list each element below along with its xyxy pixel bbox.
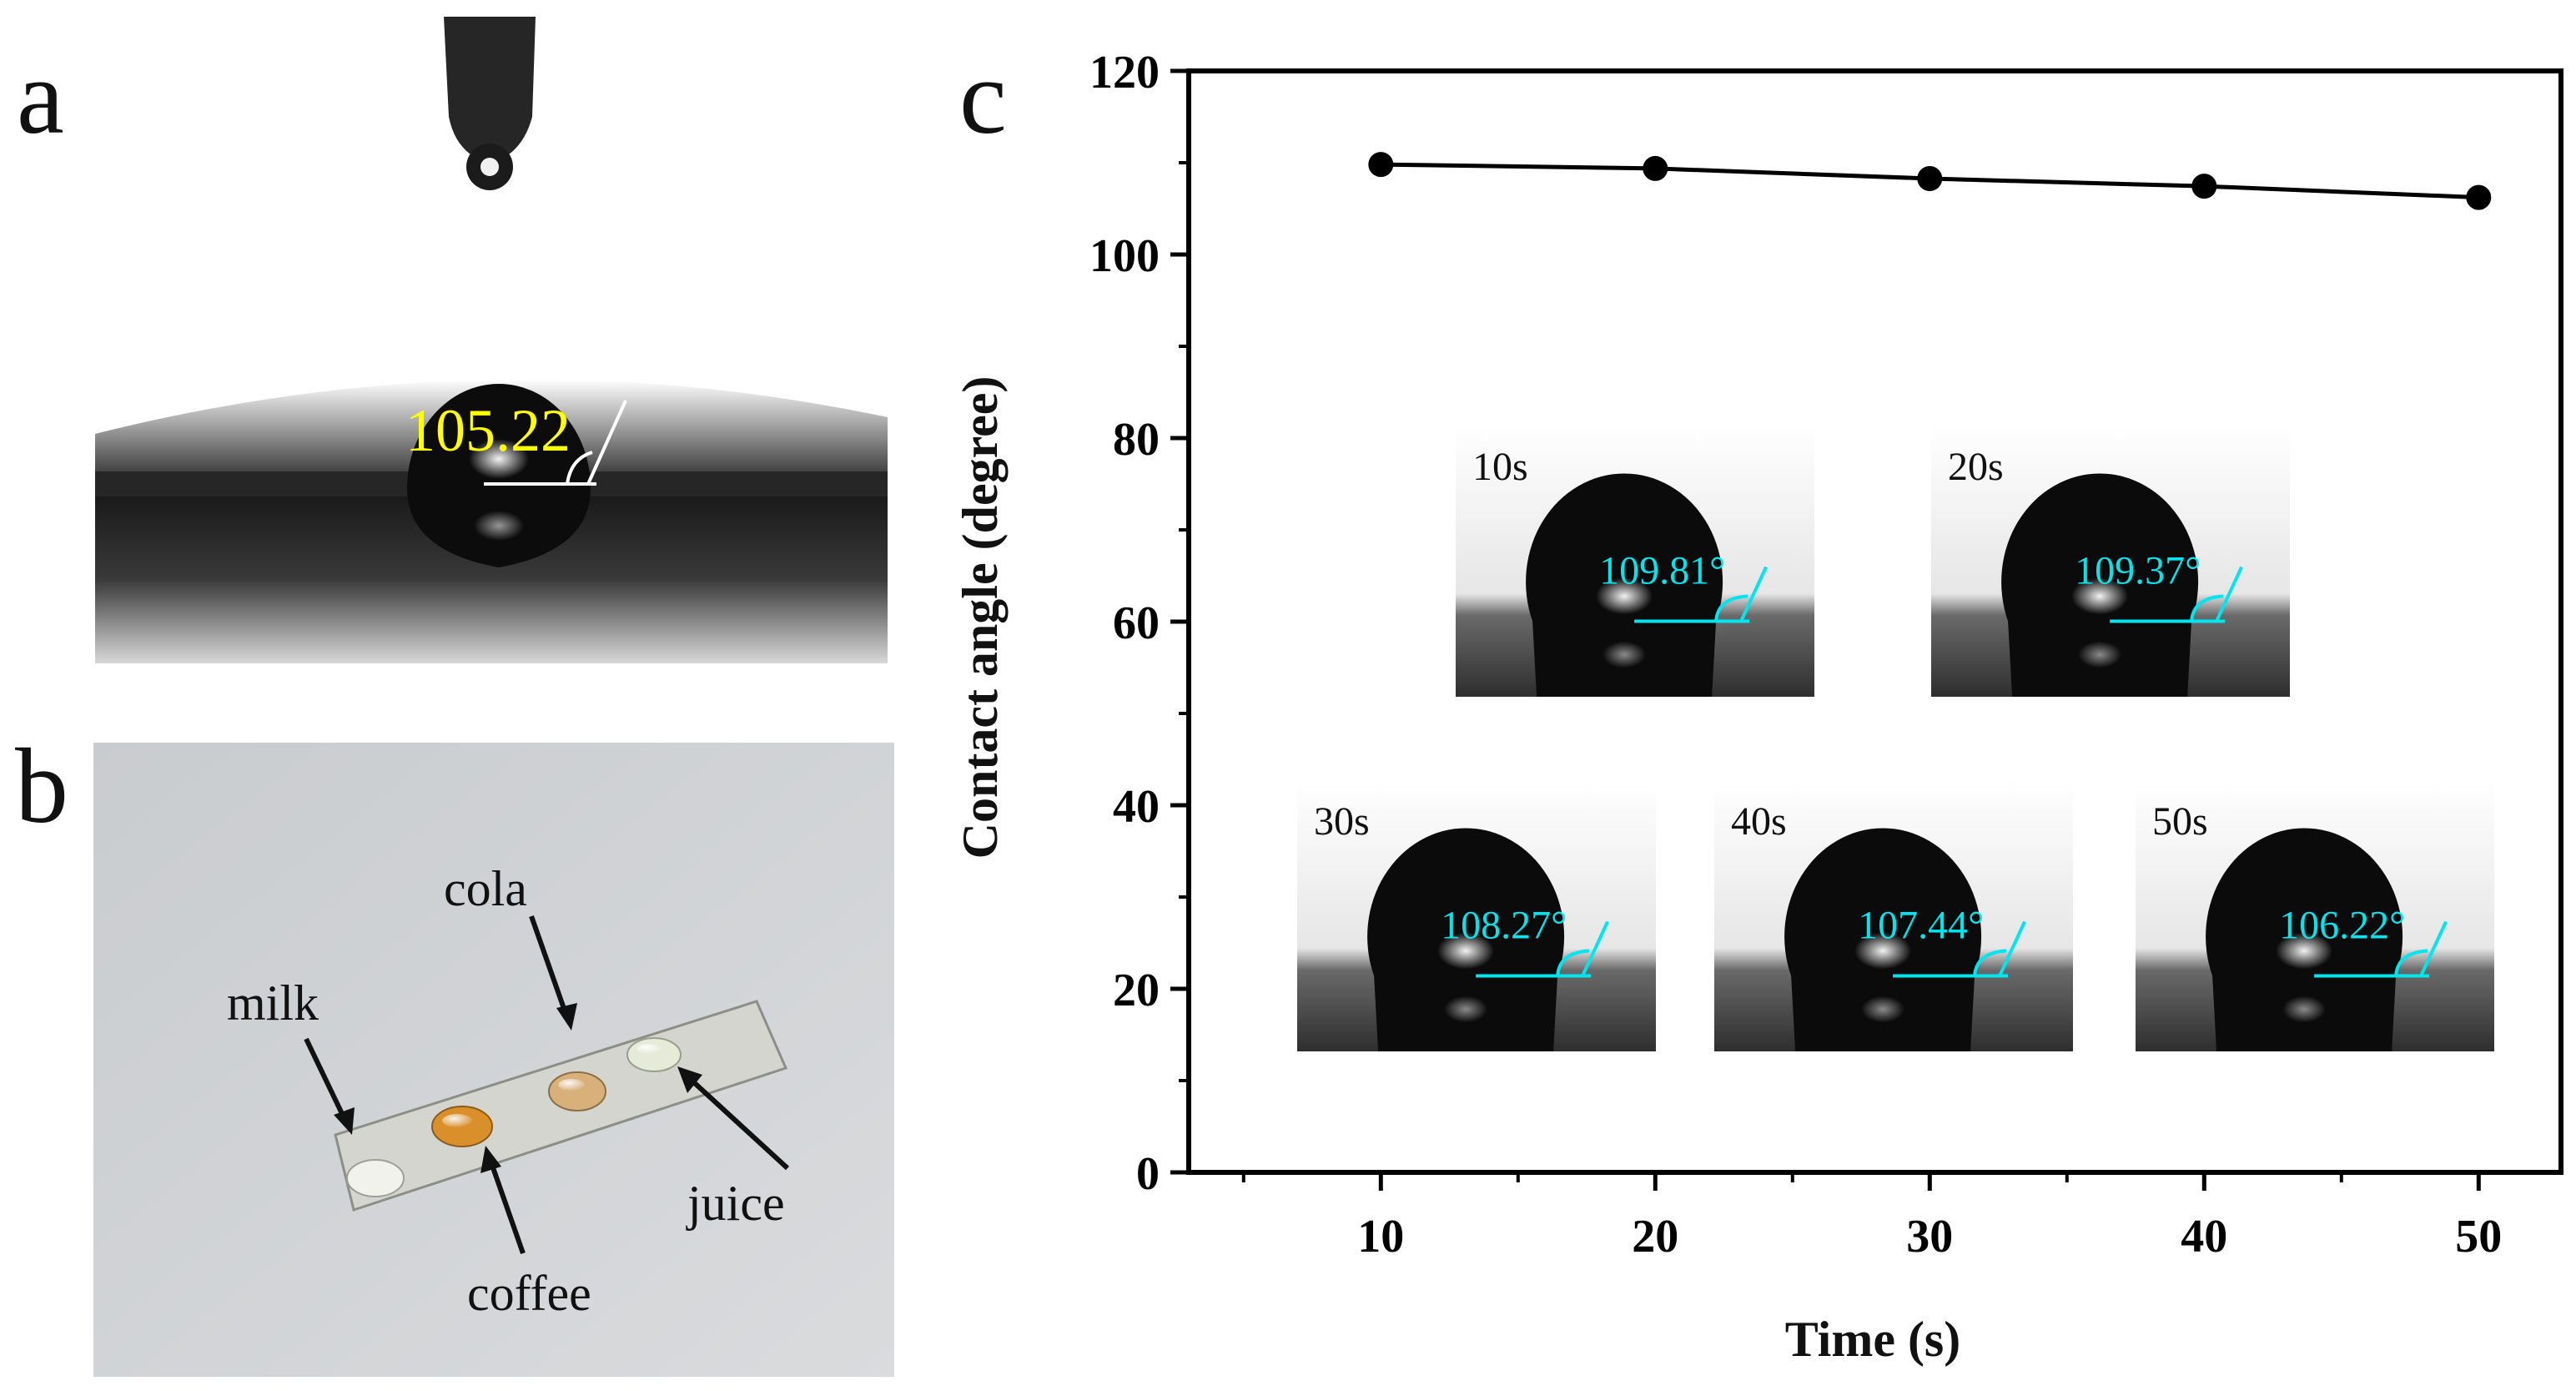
inset-40s: 40s 107.44° — [1714, 780, 2073, 1051]
inset-time-label: 10s — [1472, 445, 1528, 489]
x-tick-label: 30 — [1906, 1211, 1953, 1262]
inset-drop-glow — [1437, 932, 1495, 970]
inset-drop-glow — [2071, 577, 2129, 615]
label-coffee: coffee — [467, 1266, 591, 1321]
inset-drop-reflection — [2282, 995, 2327, 1023]
y-axis-label: Contact angle (degree) — [953, 376, 1008, 859]
panel-b-letter: b — [15, 727, 68, 845]
inset-angle-label: 109.81° — [1599, 549, 1725, 593]
inset-angle-label: 106.22° — [2279, 904, 2405, 948]
contact-angle-chart: 0 20 40 60 80 100 120 10 20 30 40 50 10s 109.81° 20s 1… — [953, 47, 2563, 1367]
y-tick-label: 80 — [1113, 414, 1160, 466]
needle-shape — [444, 17, 536, 154]
cola-drop — [548, 1071, 606, 1111]
y-tick-label: 100 — [1089, 230, 1160, 282]
x-tick-label: 40 — [2181, 1211, 2227, 1262]
inset-angle-arc — [2190, 594, 2224, 622]
data-point-10s — [1368, 152, 1394, 178]
inset-tangent — [2215, 566, 2243, 622]
inset-tangent — [2419, 920, 2448, 977]
inset-drop-reflection — [1602, 641, 1647, 668]
inset-tangent — [1998, 920, 2026, 977]
inset-angle-label: 109.37° — [2075, 549, 2201, 593]
inset-drop-glow — [2276, 932, 2333, 970]
inset-drop-reflection — [1444, 995, 1488, 1023]
x-tick-label: 10 — [1357, 1211, 1404, 1262]
x-axis-label: Time (s) — [1785, 1312, 1961, 1367]
inset-angle-label: 107.44° — [1858, 904, 1984, 948]
panel-a-angle-label: 105.22 — [405, 397, 571, 464]
inset-angle-arc — [1714, 594, 1748, 622]
y-tick-label: 0 — [1136, 1148, 1160, 1200]
inset-drop-glow — [1596, 577, 1653, 615]
data-point-20s — [1643, 155, 1668, 181]
inset-50s: 50s 106.22° — [2136, 780, 2494, 1051]
y-tick-label: 60 — [1113, 597, 1160, 649]
inset-30s: 30s 108.27° — [1297, 780, 1656, 1051]
juice-drop — [626, 1037, 682, 1072]
y-tick-label: 120 — [1089, 47, 1160, 98]
inset-angle-arc — [1556, 949, 1590, 976]
label-milk: milk — [227, 975, 319, 1031]
inset-drop-reflection — [1861, 995, 1905, 1023]
inset-angle-arc — [1973, 949, 2007, 976]
inset-angle-label: 108.27° — [1441, 904, 1567, 948]
inset-time-label: 40s — [1731, 799, 1787, 844]
inset-tangent — [1581, 920, 1609, 977]
panel-a-letter: a — [17, 38, 64, 156]
y-tick-label: 40 — [1113, 781, 1160, 833]
data-point-50s — [2466, 184, 2492, 210]
y-tick-label: 20 — [1113, 965, 1160, 1016]
inset-time-label: 50s — [2152, 799, 2208, 844]
inset-time-label: 30s — [1314, 799, 1370, 844]
panel-a-droplet-photo: 105.22 — [95, 17, 888, 663]
inset-drop-reflection — [2078, 641, 2122, 668]
data-point-30s — [1917, 166, 1943, 192]
inset-tangent — [1739, 566, 1768, 622]
inset-time-label: 20s — [1948, 445, 2004, 489]
inset-10s: 10s 109.81° — [1456, 426, 1814, 697]
x-tick-label: 20 — [1632, 1211, 1678, 1262]
x-tick-label: 50 — [2455, 1211, 2502, 1262]
inset-angle-arc — [2394, 949, 2428, 976]
inset-drop-glow — [1854, 932, 1912, 970]
label-juice: juice — [686, 1176, 785, 1231]
label-cola: cola — [444, 861, 527, 916]
panel-c-letter: c — [959, 38, 1007, 156]
data-point-40s — [2191, 174, 2217, 199]
inset-20s: 20s 109.37° — [1931, 426, 2290, 697]
panel-b-liquids-photo: cola milk juice coffee — [93, 743, 894, 1377]
milk-drop — [346, 1159, 405, 1197]
